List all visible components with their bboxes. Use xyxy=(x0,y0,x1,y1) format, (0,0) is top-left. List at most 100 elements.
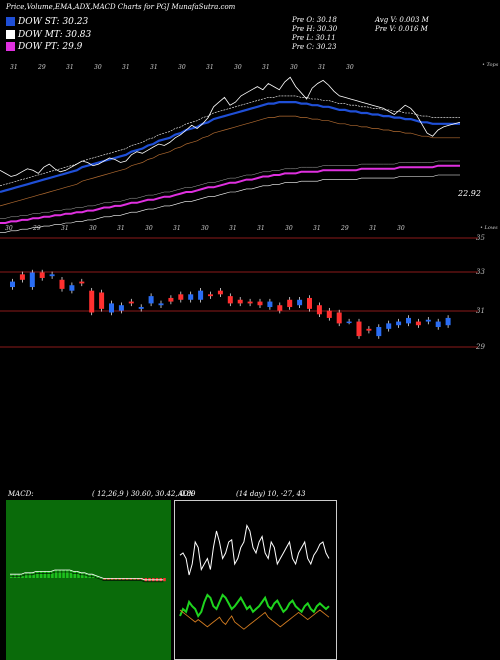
macd-histogram-bar xyxy=(73,571,77,578)
macd-histogram xyxy=(10,570,166,582)
candle-body xyxy=(326,310,332,318)
macd-histogram-bar xyxy=(58,570,62,578)
top-date-tick: 30 xyxy=(178,64,186,71)
candle-body xyxy=(69,285,75,291)
top-date-tick: 29 xyxy=(37,64,46,71)
ema-fast-brown-line xyxy=(0,115,460,207)
bottom-date-tick: 30 xyxy=(397,225,405,232)
legend-label-st: DOW ST: 30.23 xyxy=(18,17,89,27)
top-date-tick: 30 xyxy=(234,64,242,71)
candle-body xyxy=(138,307,144,309)
top-date-tick: 30 xyxy=(290,64,298,71)
bottom-date-tick: 31 xyxy=(173,225,181,232)
macd-histogram-bar xyxy=(24,573,28,578)
stats-col-1: Pre O: 30.18 Pre H: 30.30 Pre L: 30.11 P… xyxy=(292,16,337,52)
candle-body xyxy=(297,299,303,306)
adx-lines xyxy=(179,524,330,630)
chart-header-title: Price,Volume,EMA,ADX,MACD Charts for PGJ… xyxy=(6,3,236,11)
macd-histogram-bar xyxy=(43,571,47,578)
legend: DOW ST: 30.23 DOW MT: 30.83 DOW PT: 29.9 xyxy=(6,16,91,54)
legend-swatch-pt xyxy=(6,42,15,51)
candle-body xyxy=(178,294,184,300)
top-date-tick: 31 xyxy=(66,64,74,71)
bottom-date-tick: 31 xyxy=(257,225,265,232)
candle-body xyxy=(366,328,372,331)
legend-label-mt: DOW MT: 30.83 xyxy=(18,29,92,40)
bottom-date-tick: 30 xyxy=(89,225,97,232)
top-date-tick: 31 xyxy=(262,64,270,71)
macd-lines xyxy=(10,569,164,583)
tops-label: • Tops xyxy=(482,62,499,68)
top-date-tick: 31 xyxy=(318,64,326,71)
top-date-tick: 31 xyxy=(206,64,214,71)
top-date-tick: 30 xyxy=(94,64,102,71)
candle-body xyxy=(59,279,65,289)
macd-histogram-bar xyxy=(99,578,103,579)
legend-item-dow-st: DOW ST: 30.23 xyxy=(6,16,91,29)
legend-swatch-st xyxy=(6,17,15,26)
bottom-date-tick: 31 xyxy=(61,225,69,232)
macd-histogram-bar xyxy=(62,570,65,578)
price-level-29: 29 xyxy=(475,343,485,351)
bottom-date-tick: 31 xyxy=(369,225,377,232)
candle-body xyxy=(208,294,213,297)
candle-body xyxy=(376,327,382,337)
price-levels: 35 33 31 29 xyxy=(0,234,485,351)
top-date-tick: 31 xyxy=(122,64,130,71)
adx-plus-di-line xyxy=(179,593,330,618)
ema-lines xyxy=(0,76,461,233)
price-level-31: 31 xyxy=(476,307,485,315)
macd-histogram-bar xyxy=(54,570,58,578)
adx-minus-di-line xyxy=(179,609,330,630)
macd-chart xyxy=(6,500,171,660)
candle-body xyxy=(307,297,312,309)
candle-body xyxy=(168,297,174,302)
candle-body xyxy=(89,290,95,313)
bottom-date-ticks: 30 29 31 30 31 30 31 30 31 31 30 31 29 31 30 xyxy=(5,225,405,232)
candle-body xyxy=(287,299,293,308)
macd-histogram-bar xyxy=(21,574,24,578)
candle-body xyxy=(227,296,233,304)
stat-pre-low: Pre L: 30.11 xyxy=(292,34,336,42)
candle-body xyxy=(148,296,154,304)
last-value-label: 22.92 xyxy=(457,189,481,198)
macd-histogram-bar xyxy=(84,573,88,578)
bottom-date-tick: 31 xyxy=(229,225,237,232)
price-level-35: 35 xyxy=(476,234,485,242)
macd-histogram-bar xyxy=(95,576,99,578)
macd-histogram-bar xyxy=(28,573,32,578)
bottom-date-tick: 30 xyxy=(285,225,293,232)
ema-slow-outer-line xyxy=(0,174,460,233)
lows-label: • Lows xyxy=(480,225,498,231)
candle-body xyxy=(79,281,85,284)
bottom-date-tick: 30 xyxy=(201,225,209,232)
adx-line xyxy=(179,524,330,576)
macd-histogram-bar xyxy=(32,573,35,578)
candle-body xyxy=(118,305,124,311)
candle-body xyxy=(316,305,322,315)
price-level-33: 33 xyxy=(476,268,485,276)
legend-swatch-mt xyxy=(6,29,15,39)
stat-pre-open: Pre O: 30.18 xyxy=(292,16,337,24)
bottom-date-tick: 29 xyxy=(340,225,349,232)
candle-body xyxy=(346,321,352,324)
macd-histogram-bar xyxy=(163,578,166,582)
candle-body xyxy=(99,292,105,309)
candle-body xyxy=(445,317,451,326)
candle-body xyxy=(39,272,45,278)
bottom-date-tick: 31 xyxy=(313,225,321,232)
macd-histogram-bar xyxy=(77,571,80,578)
legend-item-dow-mt: DOW MT: 30.83 xyxy=(6,29,91,42)
macd-histogram-bar xyxy=(69,570,73,578)
stat-pre-close: Pre C: 30.23 xyxy=(292,43,337,51)
macd-histogram-bar xyxy=(47,571,50,578)
candle-body xyxy=(415,321,421,326)
candle-body xyxy=(406,317,411,324)
candle-body xyxy=(277,305,283,311)
candle-body xyxy=(19,274,25,280)
ema-slow-line xyxy=(0,164,460,224)
candle-body xyxy=(237,299,243,304)
candle-body xyxy=(386,323,392,329)
candle-body xyxy=(336,312,342,324)
macd-signal-line xyxy=(10,571,164,583)
